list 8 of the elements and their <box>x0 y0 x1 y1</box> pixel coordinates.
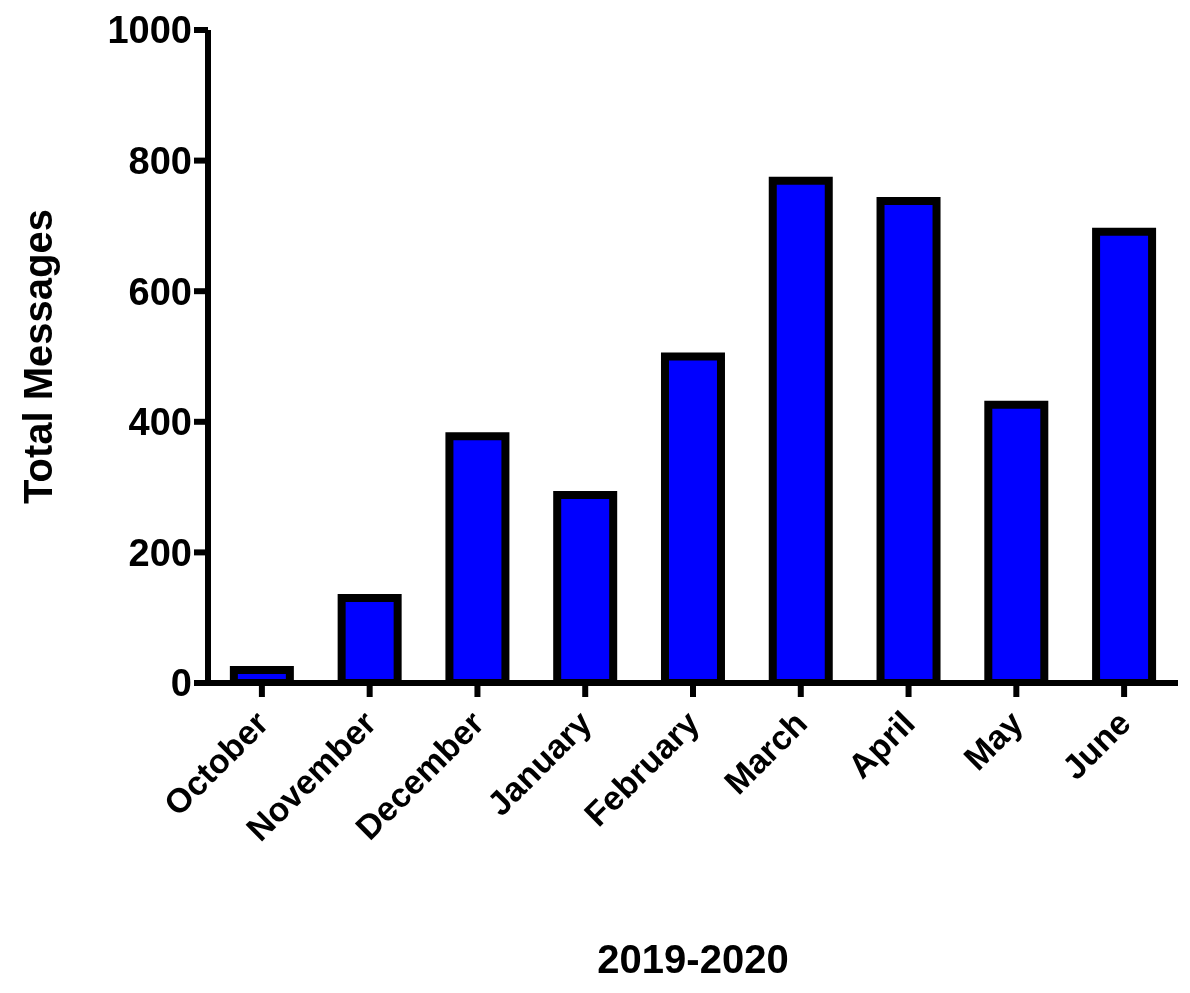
y-tick-label: 0 <box>170 662 192 705</box>
x-axis-title: 2019-2020 <box>597 937 789 981</box>
y-tick-label: 800 <box>128 140 192 183</box>
y-tick-label: 1000 <box>107 9 192 52</box>
y-tick-label: 600 <box>128 270 192 313</box>
y-axis-title: Total Messages <box>16 209 61 504</box>
y-tick-label: 400 <box>128 401 192 444</box>
y-tick-label: 200 <box>128 531 192 574</box>
